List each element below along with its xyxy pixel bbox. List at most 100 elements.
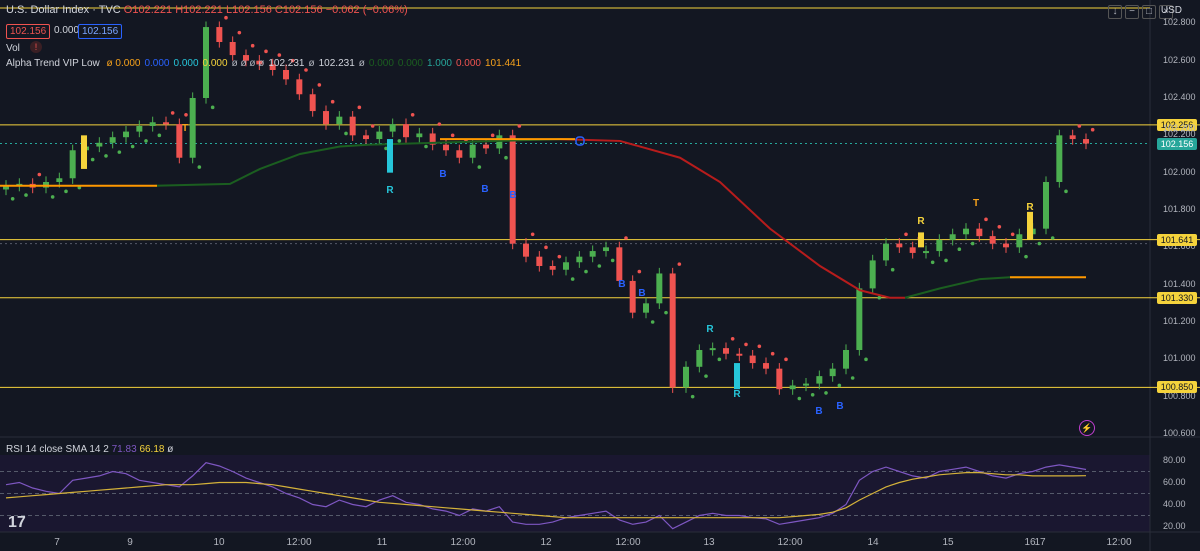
trail-dot [784,357,788,362]
sell-price-button[interactable]: 102.156 [6,24,51,39]
trail-dot [50,195,55,199]
candle-body [189,98,196,158]
trail-dot [970,241,975,246]
lightning-icon[interactable]: ⚡ [1079,420,1095,436]
candle-body [96,142,103,147]
candle-body [803,383,809,386]
trail-dot [517,124,522,128]
rsi-line [5,462,1087,530]
candle-body [496,135,503,149]
trail-dot [477,165,482,169]
signal-marker: R [1026,202,1034,213]
trail-dot [37,172,42,177]
buy-price-button[interactable]: 102.156 [78,24,123,39]
trail-dot [624,236,628,240]
candle-body [483,144,489,149]
minus-icon[interactable]: − [1125,5,1139,19]
candle-body [176,124,183,158]
volume-label[interactable]: Vol [6,43,20,54]
trail-dot [744,342,748,347]
trail-dot [277,53,282,57]
rsi-sma-line [5,472,1087,519]
trail-dot [197,165,202,169]
price-tick: 101.600 [1163,241,1196,252]
price-tick: 101.400 [1163,278,1196,289]
candle-body [509,135,516,244]
trail-dot [650,320,655,324]
indicator-value: ø [308,58,315,69]
candle-body [709,348,716,351]
time-tick: 12:00 [450,537,476,548]
candle-body [1043,182,1049,229]
candle-body [603,247,609,252]
time-tick: 15 [942,537,954,548]
indicator-value: ø ø ø ø [231,58,265,69]
trail-dot [730,337,735,341]
time-tick: 12:00 [615,537,641,548]
trail-dot [1090,127,1095,132]
indicator-value: 0.000 [397,58,423,69]
price-change: −0.062 (−0.06%) [325,4,408,16]
trail-dot [890,267,895,272]
arrow-down-icon[interactable]: ↓ [1108,5,1122,19]
trail-dot [344,131,348,136]
warning-icon[interactable]: ! [30,41,42,53]
time-tick: 17 [1034,537,1046,548]
trail-dot [530,232,535,237]
trail-dot [770,351,775,356]
symbol-title[interactable]: U.S. Dollar Index · TVC [6,4,121,16]
rsi-legend[interactable]: RSI 14 close SMA 14 2 71.83 66.18 ø [6,444,173,455]
candle-body [629,280,636,313]
candle-body [1056,135,1063,182]
trail-dot [224,15,228,20]
candle-body [883,243,889,261]
trail-dot [570,277,575,281]
rsi-tick: 40.00 [1163,498,1186,509]
indicator-value: 101.441 [485,58,522,69]
candle-body [136,126,143,132]
candle-body [936,239,943,252]
currency-selector[interactable]: USD [1160,5,1182,16]
trail-dot [1037,241,1042,246]
candle-body [909,247,916,253]
candle-body [1016,234,1023,248]
trail-dot [90,157,95,162]
candle-body [549,266,556,270]
signal-marker: B [481,184,488,195]
signal-marker: T [973,198,979,209]
price-level-label: 102.256 [1157,118,1197,131]
time-tick: 12:00 [1106,537,1132,548]
candle-body [816,376,823,384]
window-icon[interactable]: □ [1142,5,1156,19]
trail-dot [1010,232,1015,237]
trail-dot [330,99,335,104]
time-tick: 13 [703,537,715,548]
trail-dot [290,58,295,63]
candle-body [923,251,929,254]
signal-marker: B [618,279,625,290]
candle-body [163,122,169,125]
close-icon[interactable]: × [1159,5,1173,19]
trail-dot [104,154,108,158]
time-tick: 12:00 [777,537,803,548]
tradingview-logo[interactable]: 17 [8,514,26,531]
price-tick: 102.000 [1163,166,1196,177]
ohlc-high: H102.221 [175,4,223,16]
price-tick: 101.200 [1163,316,1196,326]
candle-body [1003,243,1009,248]
rsi-tick: 20.00 [1163,520,1186,531]
candle-body [749,355,756,364]
candle-body [123,131,129,138]
trail-dot [357,105,362,110]
indicator-legend[interactable]: Alpha Trend VIP Low ø 0.000 0.000 0.000 0.0… [6,58,529,69]
trail-dot [370,124,375,128]
trail-dot [117,150,122,154]
time-tick: 7 [54,537,60,548]
price-tick: 102.200 [1163,129,1196,140]
trail-dot [130,144,135,149]
signal-marker: R [917,216,925,227]
signal-candle [918,232,924,248]
trail-dot [490,133,495,138]
candle-body [283,70,289,80]
